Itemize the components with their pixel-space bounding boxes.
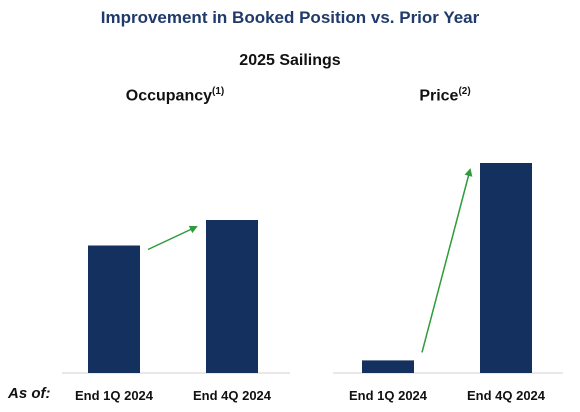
occupancy-chart-title: Occupancy(1) <box>60 86 290 105</box>
price-bar-1 <box>362 360 414 373</box>
occupancy-footnote: (1) <box>212 86 225 97</box>
price-chart-title: Price(2) <box>330 86 560 105</box>
occupancy-title-text: Occupancy <box>125 87 213 105</box>
occupancy-tick-label-2: End 4Q 2024 <box>193 388 272 403</box>
occupancy-bar-2 <box>206 220 258 373</box>
occupancy-trend-arrow <box>147 225 198 251</box>
occupancy-tick-label-1: End 1Q 2024 <box>75 388 154 403</box>
occupancy-chart: End 1Q 2024 End 4Q 2024 <box>62 220 290 403</box>
price-tick-label-2: End 4Q 2024 <box>467 388 546 403</box>
occupancy-bar-1 <box>88 245 140 373</box>
page-title: Improvement in Booked Position vs. Prior… <box>100 8 480 27</box>
page-subtitle: 2025 Sailings <box>239 52 341 69</box>
price-trend-arrow <box>421 168 473 353</box>
price-tick-label-1: End 1Q 2024 <box>349 388 428 403</box>
price-footnote: (2) <box>458 86 471 97</box>
as-of-label: As of: <box>8 385 51 402</box>
price-bar-2 <box>480 163 532 373</box>
price-chart: End 1Q 2024 End 4Q 2024 <box>333 163 563 403</box>
price-title-text: Price <box>419 87 459 105</box>
